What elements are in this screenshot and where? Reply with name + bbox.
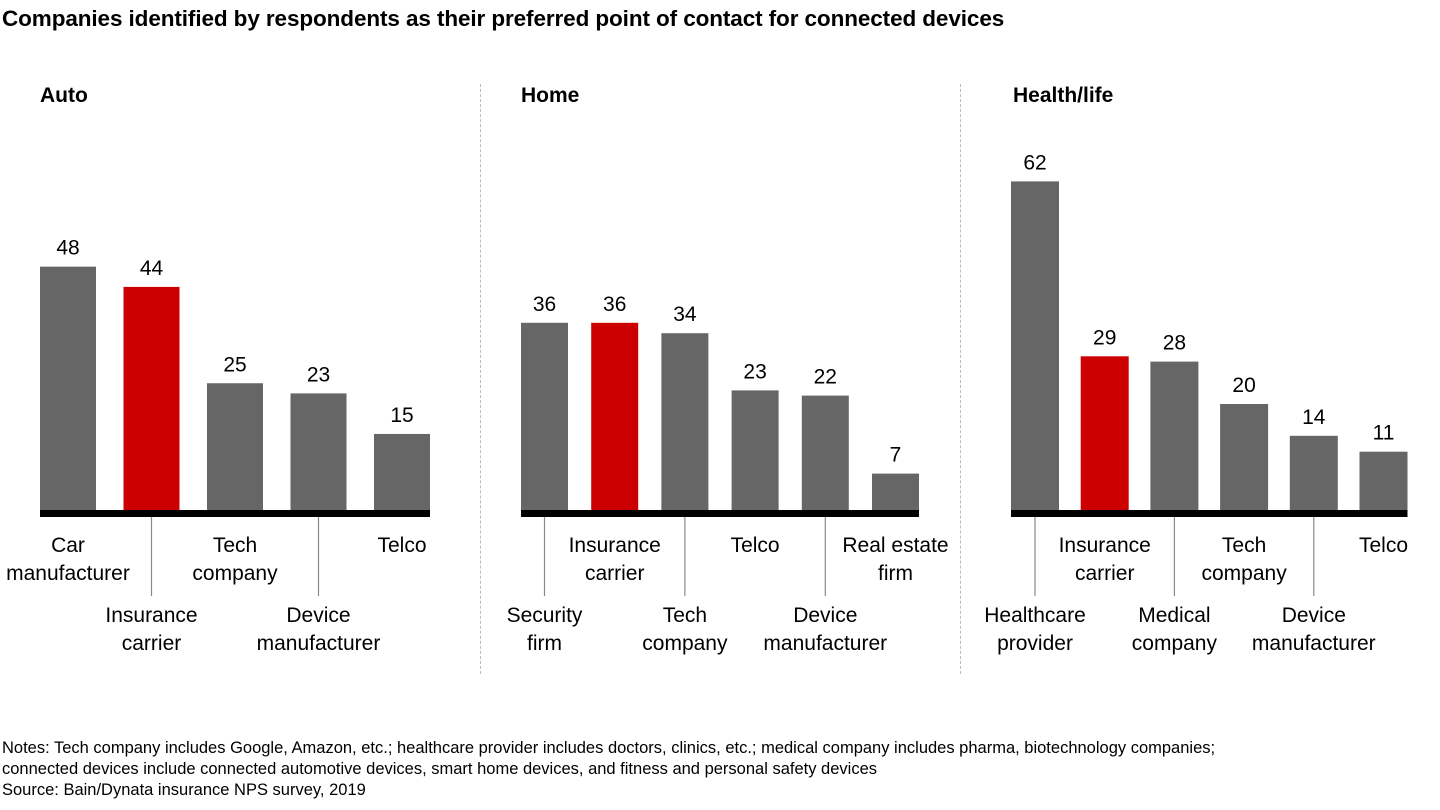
panel-divider [480,84,481,674]
category-label: carrier [585,562,645,585]
bar-value-label: 28 [1163,332,1186,355]
bar [123,286,180,510]
bar [801,395,849,510]
bar-value-label: 36 [603,293,626,316]
category-label: manufacturer [763,632,887,655]
bar-value-label: 7 [890,444,902,467]
category-label: Healthcare [984,604,1086,627]
category-label: Insurance [1059,534,1151,557]
bar-value-label: 34 [673,303,697,326]
x-axis-baseline [521,510,919,517]
category-label: Tech [663,604,707,627]
category-label: Device [793,604,857,627]
category-label: company [192,562,278,585]
category-label: carrier [122,632,182,655]
category-label: Device [286,604,350,627]
category-label: Insurance [105,604,197,627]
panel-title-home: Home [521,84,580,107]
bar [374,433,430,510]
category-label: Medical [1138,604,1210,627]
bar [1289,435,1338,510]
notes-line: Notes: Tech company includes Google, Ama… [2,739,1216,757]
bar-value-label: 14 [1302,406,1326,429]
bar [1359,451,1408,510]
category-label: company [642,632,728,655]
bar-value-label: 11 [1373,422,1395,445]
bar [290,393,347,510]
panel-title-auto: Auto [40,84,88,107]
panel-divider [960,84,961,674]
bar [1150,361,1199,510]
category-label: company [1201,562,1287,585]
category-label: Telco [1359,534,1408,557]
category-label: firm [527,632,562,655]
bar [207,383,263,510]
bar-value-label: 25 [223,353,246,376]
bar [661,333,709,510]
category-label: firm [878,562,913,585]
category-label: Tech [213,534,257,557]
x-axis-baseline [40,510,430,517]
category-label: carrier [1075,562,1135,585]
category-label: Security [507,604,583,627]
category-label: Insurance [569,534,661,557]
bar-value-label: 23 [743,360,766,383]
bar-value-label: 22 [814,366,837,389]
bar-value-label: 29 [1093,326,1116,349]
category-label: Telco [731,534,780,557]
bar [1011,181,1059,510]
category-label: Real estate [842,534,948,557]
category-label: manufacturer [6,562,130,585]
category-label: Device [1282,604,1346,627]
bar-value-label: 20 [1232,374,1255,397]
notes: Notes: Tech company includes Google, Ama… [2,738,1215,801]
category-label: manufacturer [1252,632,1376,655]
bar-value-label: 44 [140,257,164,280]
bar [1220,404,1269,510]
category-label: provider [997,632,1073,655]
category-label: Car [51,534,85,557]
x-axis-baseline [1011,510,1408,517]
bar-value-label: 36 [533,293,556,316]
notes-line: connected devices include connected auto… [2,760,877,778]
panel-title-health: Health/life [1013,84,1114,107]
category-label: manufacturer [257,632,381,655]
bar [521,322,568,510]
bar-value-label: 62 [1023,151,1046,174]
bar [40,266,96,510]
bar [872,473,919,510]
bar [731,390,779,510]
bar [591,322,639,510]
category-label: company [1132,632,1218,655]
chart-title: Companies identified by respondents as t… [2,6,1005,31]
bar [1080,356,1129,510]
bar-value-label: 15 [390,404,413,427]
category-label: Telco [377,534,426,557]
bar-value-label: 48 [56,237,79,260]
bar-value-label: 23 [307,363,330,386]
category-label: Tech [1222,534,1266,557]
source-line: Source: Bain/Dynata insurance NPS survey… [2,781,366,799]
